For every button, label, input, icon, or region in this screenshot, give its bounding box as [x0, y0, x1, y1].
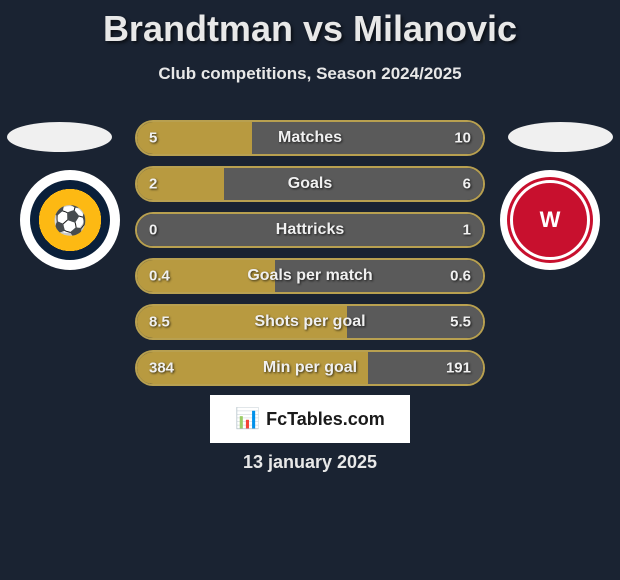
- team-badge-left: ⚽: [20, 170, 120, 270]
- stat-label: Matches: [278, 129, 342, 147]
- page-title: Brandtman vs Milanovic: [0, 0, 620, 50]
- stat-value-left: 0.4: [149, 268, 170, 285]
- stat-label: Hattricks: [276, 221, 344, 239]
- date-label: 13 january 2025: [0, 452, 620, 473]
- team-badge-right-inner: W: [510, 180, 590, 260]
- stat-value-left: 2: [149, 176, 157, 193]
- stat-bar: 0 Hattricks 1: [135, 212, 485, 248]
- stat-value-left: 0: [149, 222, 157, 239]
- branding-chart-icon: 📊: [235, 409, 260, 429]
- stat-value-right: 191: [446, 360, 471, 377]
- stat-bar: 5 Matches 10: [135, 120, 485, 156]
- stat-bar: 0.4 Goals per match 0.6: [135, 258, 485, 294]
- stat-value-left: 5: [149, 130, 157, 147]
- stat-bar: 8.5 Shots per goal 5.5: [135, 304, 485, 340]
- stat-label: Shots per goal: [254, 313, 365, 331]
- team-badge-left-inner: ⚽: [30, 180, 110, 260]
- player-silhouette-left: [7, 122, 112, 152]
- stats-bars: 5 Matches 10 2 Goals 6 0 Hattricks 1 0.4 Goals per…: [135, 120, 485, 396]
- stat-label: Goals per match: [247, 267, 372, 285]
- page-subtitle: Club competitions, Season 2024/2025: [0, 64, 620, 84]
- stat-bar: 2 Goals 6: [135, 166, 485, 202]
- stat-bar: 384 Min per goal 191: [135, 350, 485, 386]
- stat-value-left: 8.5: [149, 314, 170, 331]
- stat-value-right: 10: [454, 130, 471, 147]
- stat-value-left: 384: [149, 360, 174, 377]
- branding-text: FcTables.com: [266, 409, 385, 430]
- branding-box: 📊 FcTables.com: [210, 395, 410, 443]
- stat-value-right: 0.6: [450, 268, 471, 285]
- stat-label: Min per goal: [263, 359, 357, 377]
- stat-value-right: 6: [463, 176, 471, 193]
- team-badge-right: W: [500, 170, 600, 270]
- stat-value-right: 1: [463, 222, 471, 239]
- player-silhouette-right: [508, 122, 613, 152]
- stat-bar-fill-right: [224, 168, 484, 200]
- stat-value-right: 5.5: [450, 314, 471, 331]
- stat-label: Goals: [288, 175, 332, 193]
